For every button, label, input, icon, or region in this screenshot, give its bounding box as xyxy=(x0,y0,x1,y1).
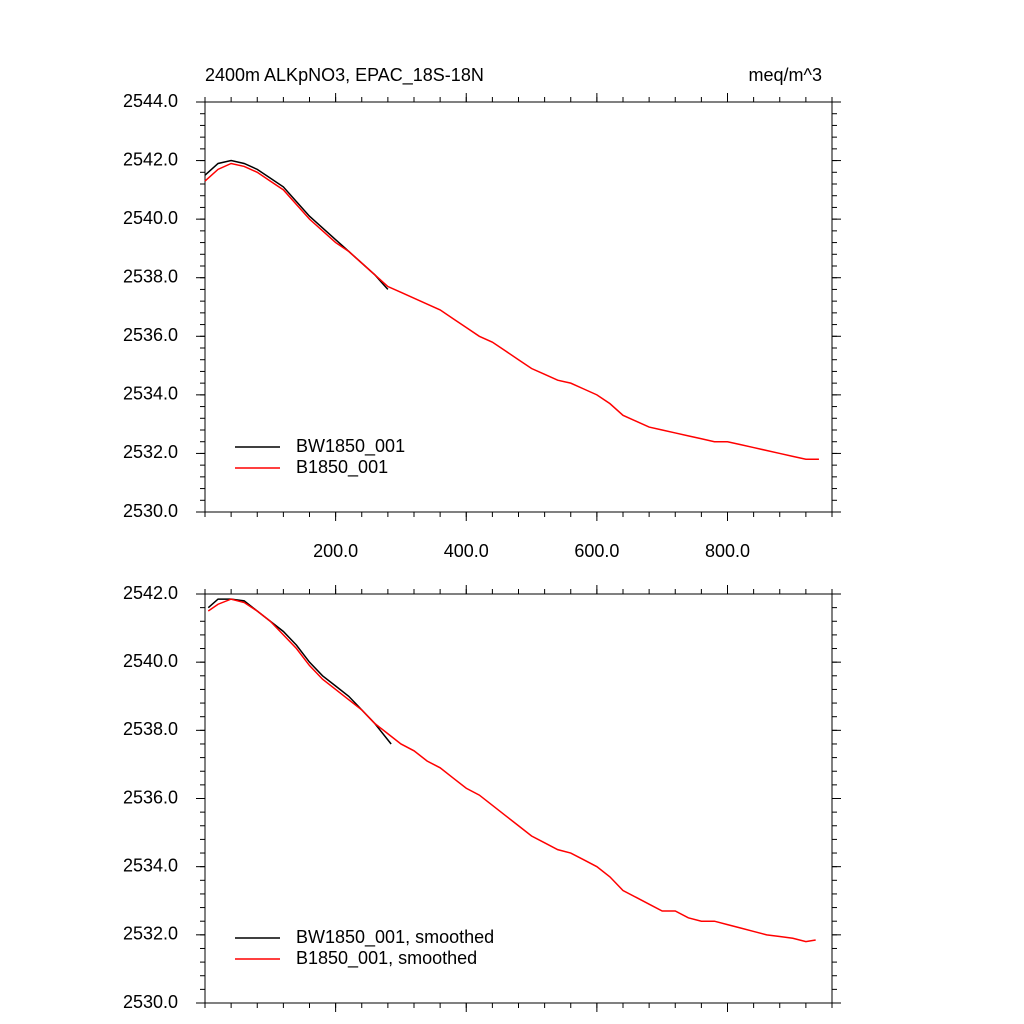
legend-label: B1850_001, smoothed xyxy=(296,948,477,969)
y-tick-label: 2542.0 xyxy=(123,149,178,169)
units-label: meq/m^3 xyxy=(749,65,822,85)
y-tick-label: 2530.0 xyxy=(123,501,178,521)
x-tick-label: 600.0 xyxy=(574,541,619,561)
y-tick-label: 2540.0 xyxy=(123,208,178,228)
data-line xyxy=(204,159,389,290)
y-tick-label: 2536.0 xyxy=(123,325,178,345)
y-tick-label: 2534.0 xyxy=(123,384,178,404)
y-tick-label: 2542.0 xyxy=(123,583,178,603)
legend-label: B1850_001 xyxy=(296,457,388,478)
y-tick-label: 2538.0 xyxy=(123,719,178,739)
y-tick-label: 2532.0 xyxy=(123,924,178,944)
y-tick-label: 2536.0 xyxy=(123,787,178,807)
legend-label: BW1850_001 xyxy=(296,436,405,457)
y-tick-label: 2532.0 xyxy=(123,442,178,462)
data-line xyxy=(204,162,819,461)
y-tick-label: 2544.0 xyxy=(123,91,178,111)
data-line xyxy=(207,598,392,745)
data-line xyxy=(207,598,816,943)
y-tick-label: 2530.0 xyxy=(123,992,178,1012)
y-tick-label: 2534.0 xyxy=(123,855,178,875)
x-tick-label: 800.0 xyxy=(705,541,750,561)
x-tick-label: 200.0 xyxy=(313,541,358,561)
y-tick-label: 2538.0 xyxy=(123,266,178,286)
legend-label: BW1850_001, smoothed xyxy=(296,927,494,948)
chart-title: 2400m ALKpNO3, EPAC_18S-18N xyxy=(205,65,484,86)
y-tick-label: 2540.0 xyxy=(123,651,178,671)
x-tick-label: 400.0 xyxy=(444,541,489,561)
